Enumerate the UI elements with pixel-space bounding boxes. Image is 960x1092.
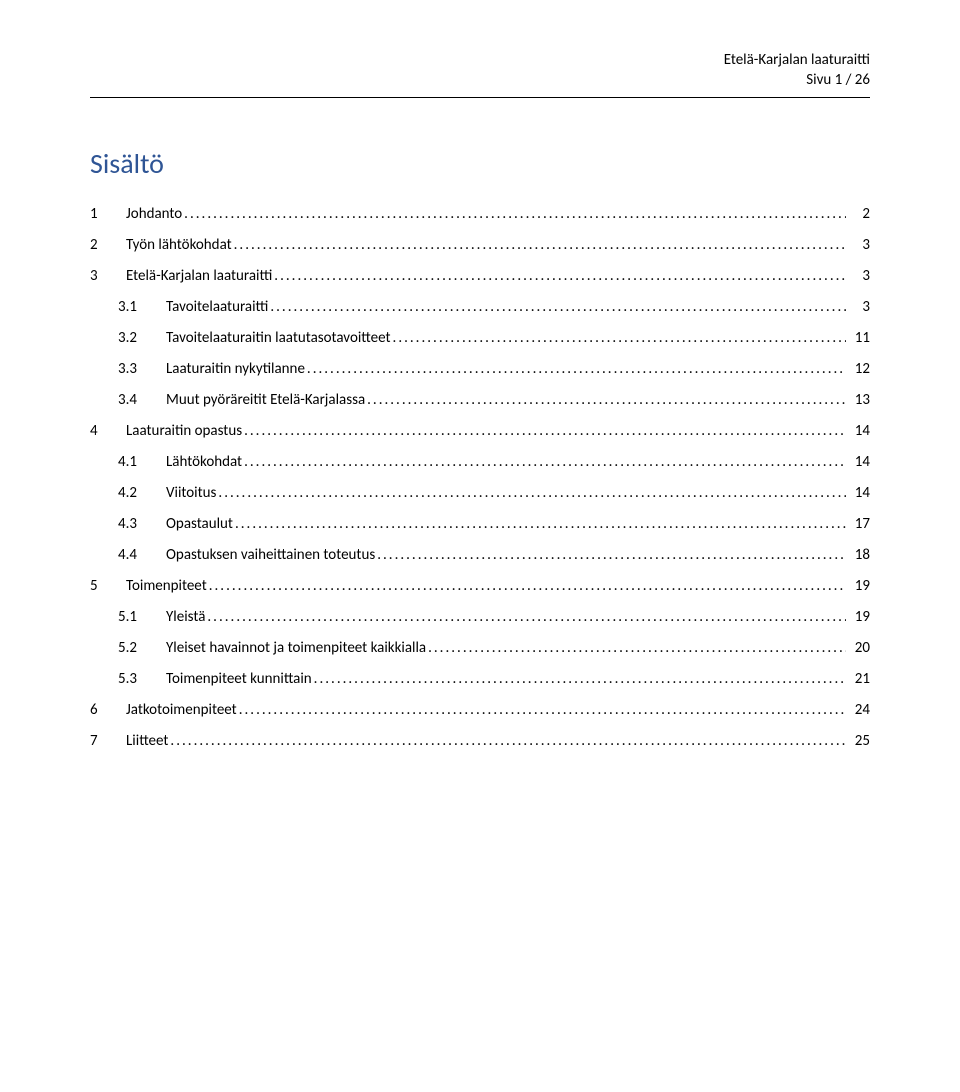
toc-dot-leader bbox=[218, 486, 846, 501]
toc-page-number: 19 bbox=[846, 610, 870, 625]
toc-label: Tavoitelaaturaitin laatutasotavoitteet bbox=[166, 331, 393, 346]
toc-entry[interactable]: 4.1Lähtökohdat 14 bbox=[90, 455, 870, 470]
toc-entry[interactable]: 6Jatkotoimenpiteet 24 bbox=[90, 703, 870, 718]
toc-page-number: 12 bbox=[846, 362, 870, 377]
toc-page-number: 13 bbox=[846, 393, 870, 408]
toc-entry[interactable]: 3Etelä-Karjalan laaturaitti3 bbox=[90, 269, 870, 284]
toc-page-number: 3 bbox=[846, 269, 870, 284]
toc-page-number: 19 bbox=[846, 579, 870, 594]
toc-page-number: 14 bbox=[846, 424, 870, 439]
toc-entry[interactable]: 4.4Opastuksen vaiheittainen toteutus 18 bbox=[90, 548, 870, 563]
toc-dot-leader bbox=[235, 517, 846, 532]
toc-label: Yleiset havainnot ja toimenpiteet kaikki… bbox=[166, 641, 428, 656]
toc-number: 4.1 bbox=[118, 455, 166, 470]
page-title: Sisältö bbox=[90, 146, 870, 181]
toc-number: 1 bbox=[90, 207, 126, 222]
toc-entry[interactable]: 2Työn lähtökohdat 3 bbox=[90, 238, 870, 253]
toc-label: Tavoitelaaturaitti bbox=[166, 300, 270, 315]
toc-number: 4.4 bbox=[118, 548, 166, 563]
toc-label: Työn lähtökohdat bbox=[126, 238, 234, 253]
toc-page-number: 14 bbox=[846, 486, 870, 501]
toc-number: 5.2 bbox=[118, 641, 166, 656]
toc-entry[interactable]: 3.1Tavoitelaaturaitti 3 bbox=[90, 300, 870, 315]
toc-entry[interactable]: 3.2Tavoitelaaturaitin laatutasotavoittee… bbox=[90, 331, 870, 346]
toc-dot-leader bbox=[244, 455, 846, 470]
toc-label: Viitoitus bbox=[166, 486, 218, 501]
toc-number: 3.1 bbox=[118, 300, 166, 315]
header-doc-name: Etelä-Karjalan laaturaitti bbox=[90, 50, 870, 70]
toc-label: Etelä-Karjalan laaturaitti bbox=[126, 269, 274, 284]
toc-page-number: 18 bbox=[846, 548, 870, 563]
toc-label: Jatkotoimenpiteet bbox=[126, 703, 239, 718]
toc-dot-leader bbox=[184, 207, 846, 222]
toc-dot-leader bbox=[207, 610, 846, 625]
toc-dot-leader bbox=[393, 331, 846, 346]
toc-label: Opastaulut bbox=[166, 517, 235, 532]
toc-number: 4 bbox=[90, 424, 126, 439]
toc-dot-leader bbox=[377, 548, 846, 563]
toc-entry[interactable]: 3.3Laaturaitin nykytilanne 12 bbox=[90, 362, 870, 377]
toc-page-number: 24 bbox=[846, 703, 870, 718]
toc-entry[interactable]: 7Liitteet 25 bbox=[90, 734, 870, 749]
toc-page-number: 17 bbox=[846, 517, 870, 532]
toc-number: 3.3 bbox=[118, 362, 166, 377]
toc-label: Opastuksen vaiheittainen toteutus bbox=[166, 548, 377, 563]
toc-entry[interactable]: 5.1Yleistä 19 bbox=[90, 610, 870, 625]
header-divider bbox=[90, 97, 870, 98]
toc-number: 7 bbox=[90, 734, 126, 749]
toc-entry[interactable]: 5.3Toimenpiteet kunnittain 21 bbox=[90, 672, 870, 687]
toc-number: 3.2 bbox=[118, 331, 166, 346]
toc-number: 4.3 bbox=[118, 517, 166, 532]
header-page-indicator: Sivu 1 / 26 bbox=[90, 70, 870, 90]
toc-number: 2 bbox=[90, 238, 126, 253]
toc-number: 4.2 bbox=[118, 486, 166, 501]
toc-dot-leader bbox=[274, 269, 846, 284]
toc-dot-leader bbox=[367, 393, 846, 408]
toc-dot-leader bbox=[239, 703, 846, 718]
toc-number: 5.1 bbox=[118, 610, 166, 625]
toc-label: Yleistä bbox=[166, 610, 207, 625]
toc-entry[interactable]: 4Laaturaitin opastus 14 bbox=[90, 424, 870, 439]
toc-entry[interactable]: 4.3Opastaulut 17 bbox=[90, 517, 870, 532]
toc-number: 5 bbox=[90, 579, 126, 594]
table-of-contents: 1Johdanto22Työn lähtökohdat33Etelä-Karja… bbox=[90, 207, 870, 749]
toc-entry[interactable]: 1Johdanto 2 bbox=[90, 207, 870, 222]
toc-label: Laaturaitin nykytilanne bbox=[166, 362, 307, 377]
toc-dot-leader bbox=[428, 641, 846, 656]
toc-label: Toimenpiteet kunnittain bbox=[166, 672, 314, 687]
toc-label: Toimenpiteet bbox=[126, 579, 209, 594]
toc-entry[interactable]: 3.4Muut pyöräreitit Etelä-Karjalassa 13 bbox=[90, 393, 870, 408]
toc-dot-leader bbox=[170, 734, 846, 749]
toc-page-number: 25 bbox=[846, 734, 870, 749]
toc-page-number: 14 bbox=[846, 455, 870, 470]
toc-label: Lähtökohdat bbox=[166, 455, 244, 470]
toc-dot-leader bbox=[244, 424, 846, 439]
toc-dot-leader bbox=[314, 672, 846, 687]
toc-label: Laaturaitin opastus bbox=[126, 424, 244, 439]
page-header: Etelä-Karjalan laaturaitti Sivu 1 / 26 bbox=[90, 50, 870, 91]
toc-page-number: 20 bbox=[846, 641, 870, 656]
toc-number: 3.4 bbox=[118, 393, 166, 408]
toc-entry[interactable]: 5Toimenpiteet 19 bbox=[90, 579, 870, 594]
toc-dot-leader bbox=[270, 300, 846, 315]
toc-page-number: 11 bbox=[846, 331, 870, 346]
toc-dot-leader bbox=[307, 362, 846, 377]
toc-number: 6 bbox=[90, 703, 126, 718]
toc-label: Muut pyöräreitit Etelä-Karjalassa bbox=[166, 393, 367, 408]
toc-number: 5.3 bbox=[118, 672, 166, 687]
toc-dot-leader bbox=[209, 579, 846, 594]
toc-dot-leader bbox=[234, 238, 846, 253]
toc-page-number: 3 bbox=[846, 300, 870, 315]
toc-number: 3 bbox=[90, 269, 126, 284]
toc-label: Liitteet bbox=[126, 734, 170, 749]
toc-label: Johdanto bbox=[126, 207, 184, 222]
toc-entry[interactable]: 5.2Yleiset havainnot ja toimenpiteet kai… bbox=[90, 641, 870, 656]
toc-page-number: 2 bbox=[846, 207, 870, 222]
toc-page-number: 3 bbox=[846, 238, 870, 253]
toc-entry[interactable]: 4.2Viitoitus 14 bbox=[90, 486, 870, 501]
toc-page-number: 21 bbox=[846, 672, 870, 687]
